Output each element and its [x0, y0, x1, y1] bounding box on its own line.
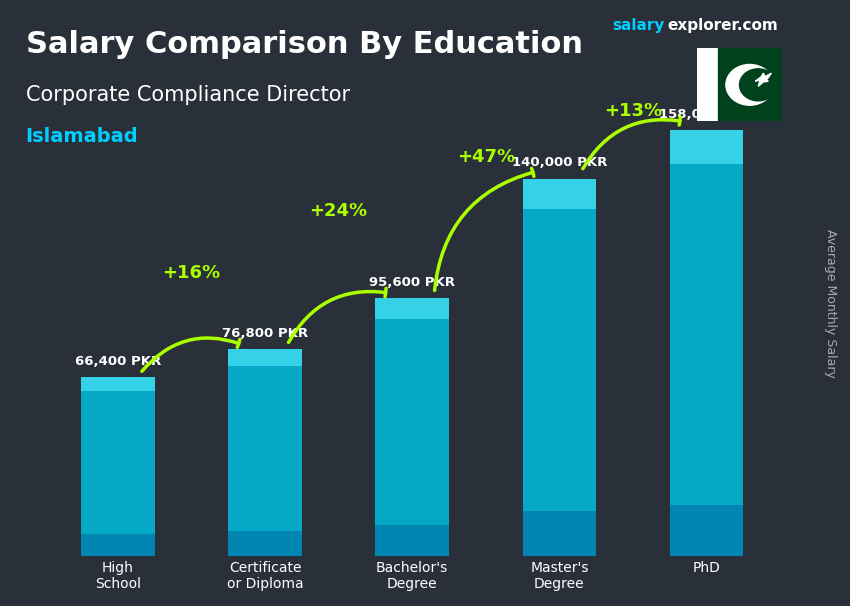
Text: explorer.com: explorer.com: [667, 18, 778, 33]
Bar: [229, 349, 302, 365]
Text: 66,400 PKR: 66,400 PKR: [75, 355, 162, 368]
Bar: [376, 298, 449, 556]
Text: salary: salary: [612, 18, 665, 33]
Text: Average Monthly Salary: Average Monthly Salary: [824, 228, 837, 378]
Bar: [523, 179, 596, 209]
Bar: [523, 179, 596, 556]
Text: +24%: +24%: [309, 202, 368, 220]
Text: Islamabad: Islamabad: [26, 127, 138, 146]
Text: +16%: +16%: [162, 264, 221, 282]
Text: Salary Comparison By Education: Salary Comparison By Education: [26, 30, 582, 59]
Text: +13%: +13%: [604, 102, 662, 121]
Circle shape: [726, 64, 774, 105]
Bar: [670, 505, 743, 556]
Bar: [82, 377, 155, 391]
Polygon shape: [755, 73, 772, 86]
Bar: [82, 534, 155, 556]
Bar: [376, 298, 449, 319]
Text: 95,600 PKR: 95,600 PKR: [369, 276, 456, 289]
Text: Corporate Compliance Director: Corporate Compliance Director: [26, 85, 349, 105]
Bar: [229, 531, 302, 556]
Bar: [718, 48, 782, 121]
Text: 76,800 PKR: 76,800 PKR: [222, 327, 309, 339]
Text: 158,000 PKR: 158,000 PKR: [659, 108, 754, 121]
Circle shape: [740, 69, 777, 101]
Bar: [523, 511, 596, 556]
Bar: [670, 130, 743, 556]
Bar: [229, 349, 302, 556]
Text: +47%: +47%: [456, 148, 515, 166]
Bar: [670, 130, 743, 164]
Bar: [376, 525, 449, 556]
Text: 140,000 PKR: 140,000 PKR: [512, 156, 607, 169]
Bar: [697, 48, 718, 121]
Bar: [82, 377, 155, 556]
